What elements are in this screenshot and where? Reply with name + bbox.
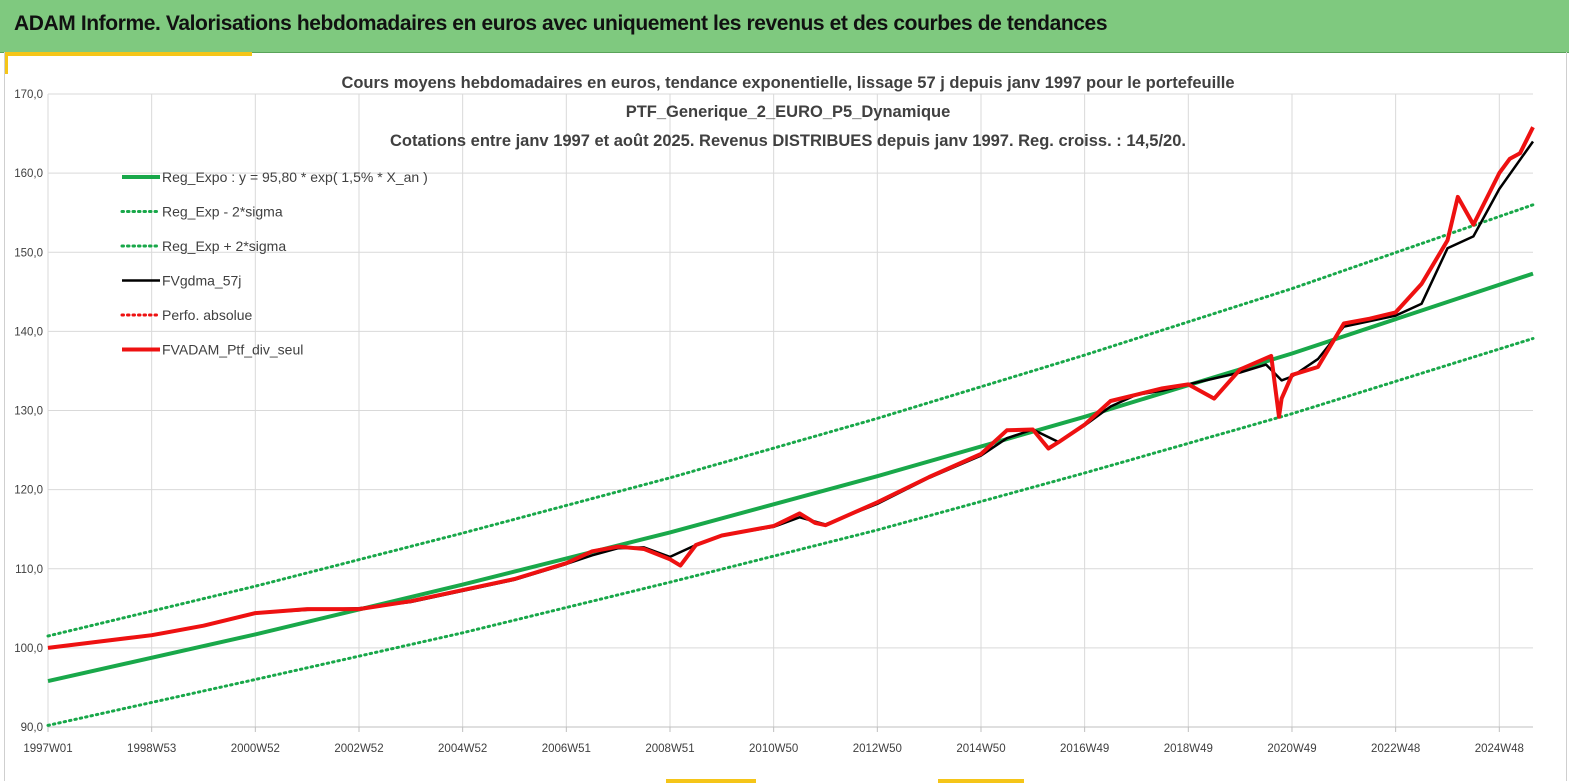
x-tick-label: 2018W49: [1164, 743, 1213, 755]
chart-frame: [4, 52, 1567, 781]
grid-layer: [47, 93, 1533, 728]
x-tick-label: 2008W51: [645, 743, 694, 755]
axis-layer: 90,0 100,0 110,0 120,0 130,0 140,0 150,0 160,0 1…: [14, 89, 1533, 755]
y-tick-label: 130,0: [14, 406, 43, 418]
y-tick-label: 100,0: [14, 643, 43, 655]
accent-bar-bottom-1: [666, 779, 756, 783]
x-tick-label: 2000W52: [231, 743, 280, 755]
series-line-2: [46, 203, 1535, 638]
legend-label: FVADAM_Ptf_div_seul: [162, 342, 303, 358]
chart-title-line-2: PTF_Generique_2_EURO_P5_Dynamique: [626, 103, 951, 121]
y-tick-label: 170,0: [14, 89, 43, 101]
chart-title-line-1: Cours moyens hebdomadaires en euros, ten…: [341, 74, 1234, 92]
y-tick-label: 150,0: [14, 247, 43, 259]
y-tick-label: 120,0: [14, 485, 43, 497]
y-tick-label: 110,0: [15, 564, 43, 576]
accent-bar-bottom-2: [938, 779, 1024, 783]
x-tick-label: 2010W50: [749, 743, 798, 755]
chart-title: Cours moyens hebdomadaires en euros, ten…: [341, 74, 1234, 150]
legend: Reg_Expo : y = 95,80 * exp( 1,5% * X_an …: [120, 169, 428, 358]
legend-label: Reg_Exp - 2*sigma: [162, 204, 283, 220]
x-tick-label: 2020W49: [1267, 743, 1316, 755]
x-tick-label: 2002W52: [334, 743, 383, 755]
x-tick-label: 2012W50: [853, 743, 902, 755]
y-tick-label: 90,0: [21, 722, 43, 734]
x-tick-label: 1997W01: [23, 743, 72, 755]
x-tick-label: 2024W48: [1475, 743, 1524, 755]
x-tick-label: 2022W48: [1371, 743, 1420, 755]
legend-label: Reg_Exp + 2*sigma: [162, 238, 286, 254]
x-tick-label: 2016W49: [1060, 743, 1109, 755]
legend-label: FVgdma_57j: [162, 273, 241, 289]
x-tick-label: 2014W50: [956, 743, 1005, 755]
legend-label: Perfo. absolue: [162, 307, 252, 323]
accent-bar-left: [4, 52, 8, 74]
series-line-4: [47, 126, 1535, 650]
report-title: ADAM Informe. Valorisations hebdomadaire…: [14, 12, 1108, 35]
chart-title-line-3: Cotations entre janv 1997 et août 2025. …: [390, 132, 1186, 150]
x-tick-label: 1998W53: [127, 743, 176, 755]
y-tick-label: 140,0: [14, 326, 43, 338]
accent-bar-top-left: [4, 52, 252, 56]
x-tick-label: 2006W51: [542, 743, 591, 755]
series-layer: [46, 126, 1535, 727]
legend-label: Reg_Expo : y = 95,80 * exp( 1,5% * X_an …: [162, 169, 428, 185]
report-banner: ADAM Informe. Valorisations hebdomadaire…: [0, 0, 1569, 53]
x-tick-label: 2004W52: [438, 743, 487, 755]
series-line-0: [47, 271, 1534, 684]
series-line-1: [46, 337, 1535, 727]
y-tick-label: 160,0: [14, 168, 43, 180]
